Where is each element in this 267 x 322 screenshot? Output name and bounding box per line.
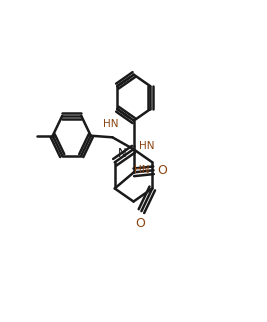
Text: O: O [135, 217, 145, 230]
Text: HN: HN [139, 141, 154, 151]
Text: HN: HN [103, 119, 119, 129]
Text: N: N [118, 147, 127, 160]
Text: O: O [157, 164, 167, 177]
Text: HN: HN [134, 165, 149, 175]
